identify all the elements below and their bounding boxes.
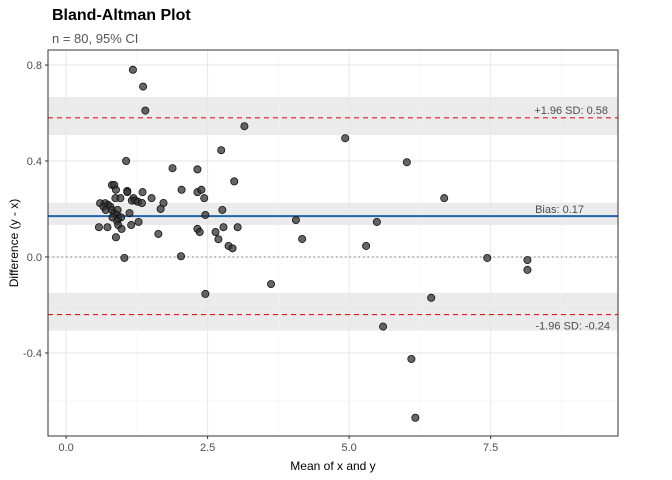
data-point: [200, 194, 209, 203]
x-axis-label: Mean of x and y: [290, 459, 375, 473]
chart-subtitle: n = 80, 95% CI: [52, 31, 139, 46]
data-point: [240, 122, 249, 131]
bias-ci-band: [48, 202, 618, 226]
y-tick-label: 0.0: [27, 252, 42, 264]
data-point: [407, 354, 416, 363]
y-tick-label: 0.4: [27, 156, 42, 168]
data-point: [111, 233, 120, 242]
data-point: [197, 185, 206, 194]
data-point: [267, 280, 276, 289]
data-point: [201, 289, 210, 298]
data-point: [427, 293, 436, 302]
data-point: [298, 234, 307, 243]
bias-label: Bias: 0.17: [535, 204, 584, 216]
data-point: [201, 210, 210, 219]
data-point: [177, 185, 186, 194]
x-tick-label: 2.5: [200, 442, 215, 454]
data-point: [156, 204, 165, 213]
data-point: [117, 224, 126, 233]
data-point: [523, 265, 532, 274]
data-point: [120, 253, 129, 262]
data-point: [193, 165, 202, 174]
lower-loa-label: -1.96 SD: -0.24: [535, 321, 610, 333]
data-point: [218, 205, 227, 214]
data-point: [411, 413, 420, 422]
data-point: [122, 156, 131, 165]
chart-title: Bland-Altman Plot: [52, 7, 191, 24]
y-tick-label: -0.4: [23, 348, 42, 360]
data-point: [103, 223, 112, 232]
data-point: [362, 241, 371, 250]
data-point: [440, 194, 449, 203]
upper-loa-label: +1.96 SD: 0.58: [534, 105, 608, 117]
data-point: [233, 223, 242, 232]
data-point: [177, 252, 186, 261]
data-point: [141, 106, 150, 115]
data-point: [139, 82, 148, 91]
panel-border: [47, 49, 619, 437]
data-point: [94, 223, 103, 232]
data-point: [168, 164, 177, 173]
y-axis-label: Difference (y - x): [7, 199, 21, 287]
y-tick-label: 0.8: [27, 60, 42, 72]
data-point: [291, 216, 300, 225]
data-point: [379, 322, 388, 331]
data-point: [483, 253, 492, 262]
data-point: [372, 217, 381, 226]
data-point: [111, 185, 120, 194]
data-point: [137, 198, 146, 207]
x-tick-label: 7.5: [483, 442, 498, 454]
lower-loa-ci-band: [48, 292, 618, 331]
data-point: [211, 228, 220, 237]
data-point: [228, 244, 237, 253]
data-point: [219, 223, 228, 232]
data-point: [125, 209, 134, 218]
data-point: [195, 228, 204, 237]
x-tick-label: 0.0: [58, 442, 73, 454]
data-point: [217, 146, 226, 155]
data-point: [127, 221, 136, 230]
data-point: [230, 177, 239, 186]
data-point: [402, 158, 411, 167]
data-point: [214, 235, 223, 244]
data-point: [523, 256, 532, 265]
data-point: [154, 229, 163, 238]
data-point: [123, 188, 132, 197]
data-point: [134, 217, 143, 226]
data-point: [128, 65, 137, 74]
data-point: [147, 194, 156, 203]
data-point: [341, 134, 350, 143]
data-point: [138, 188, 147, 197]
x-tick-label: 5.0: [341, 442, 356, 454]
upper-loa-ci-band: [48, 96, 618, 136]
data-point: [116, 194, 125, 203]
